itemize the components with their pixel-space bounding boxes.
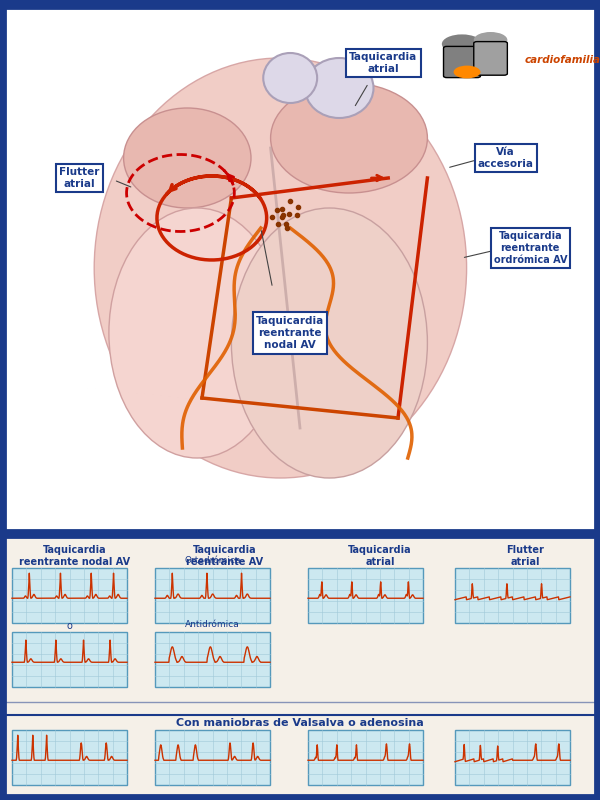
Ellipse shape (109, 208, 286, 458)
FancyBboxPatch shape (455, 568, 570, 623)
FancyBboxPatch shape (3, 3, 597, 797)
Text: Taquicardia
reentrante
nodal AV: Taquicardia reentrante nodal AV (256, 315, 325, 350)
FancyBboxPatch shape (308, 568, 423, 623)
Text: Vía
accesoria: Vía accesoria (478, 146, 534, 170)
FancyBboxPatch shape (443, 46, 481, 78)
FancyBboxPatch shape (308, 730, 423, 785)
Text: o: o (67, 621, 73, 631)
Text: Flutter
atrial: Flutter atrial (59, 166, 100, 190)
FancyBboxPatch shape (455, 730, 570, 785)
Ellipse shape (271, 83, 427, 193)
FancyBboxPatch shape (155, 632, 270, 687)
Text: cardiofamilia: cardiofamilia (524, 55, 600, 65)
FancyBboxPatch shape (12, 568, 127, 623)
Ellipse shape (263, 53, 317, 103)
Text: Taquicardia
reentrante nodal AV: Taquicardia reentrante nodal AV (19, 545, 131, 567)
Ellipse shape (124, 108, 251, 208)
Ellipse shape (305, 58, 374, 118)
Circle shape (474, 32, 508, 48)
FancyBboxPatch shape (12, 632, 127, 687)
FancyBboxPatch shape (155, 730, 270, 785)
Text: Antidrómica: Antidrómica (185, 620, 240, 629)
Circle shape (454, 66, 481, 78)
Circle shape (442, 34, 482, 54)
Text: Taquicardia
atrial: Taquicardia atrial (348, 545, 412, 567)
Text: Taquicardia
reentrante AV: Taquicardia reentrante AV (187, 545, 263, 567)
FancyBboxPatch shape (12, 730, 127, 785)
FancyBboxPatch shape (5, 8, 595, 530)
Text: Flutter
atrial: Flutter atrial (506, 545, 544, 567)
Text: Con maniobras de Valsalva o adenosina: Con maniobras de Valsalva o adenosina (176, 718, 424, 728)
FancyBboxPatch shape (5, 537, 595, 795)
Text: Ortodrómica: Ortodrómica (184, 556, 241, 565)
Ellipse shape (94, 58, 467, 478)
Text: Taquicardia
reentrante
ordrómica AV: Taquicardia reentrante ordrómica AV (494, 230, 567, 266)
FancyBboxPatch shape (155, 568, 270, 623)
Ellipse shape (232, 208, 427, 478)
FancyBboxPatch shape (474, 42, 508, 75)
Text: Taquicardia
atrial: Taquicardia atrial (349, 52, 418, 74)
